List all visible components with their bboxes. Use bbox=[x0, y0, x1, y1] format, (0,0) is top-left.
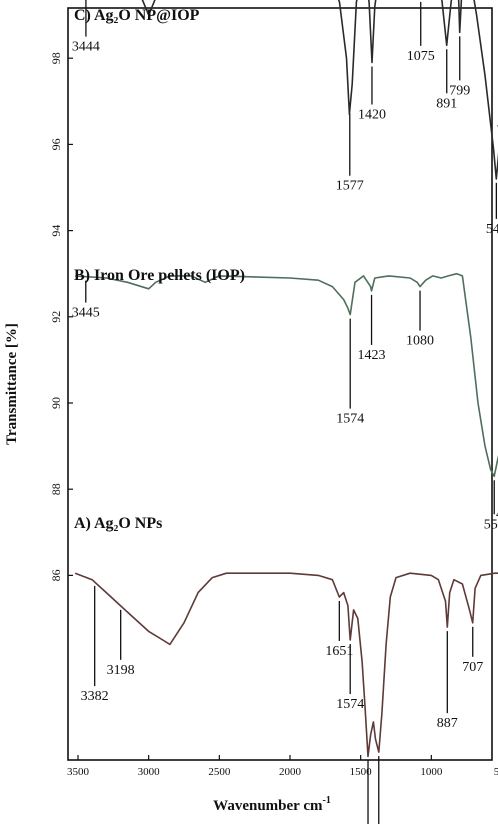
y-tick-label: 94 bbox=[49, 225, 63, 237]
axes: 1009896949290888635003000250020001500100… bbox=[4, 7, 498, 814]
x-tick-label: 1500 bbox=[350, 766, 373, 778]
y-tick-label: 96 bbox=[49, 138, 63, 150]
peak-label: 555 bbox=[484, 517, 498, 532]
peak-labels: 3444157714201075891799540460344515741423… bbox=[72, 0, 498, 824]
y-tick-label: 90 bbox=[49, 397, 63, 409]
peak-label: 1423 bbox=[358, 348, 386, 363]
x-tick-label: 1000 bbox=[420, 766, 443, 778]
x-axis-label-text: Wavenumber cm bbox=[213, 798, 323, 814]
peak-label: 891 bbox=[436, 96, 457, 111]
y-tick-label: 86 bbox=[49, 569, 63, 581]
series-group: C) Ag₂O NP@IOP B) Iron Ore pellets (IOP) A… bbox=[74, 0, 498, 758]
peak-label: 1574 bbox=[336, 697, 364, 712]
peak-label: 540 bbox=[486, 222, 498, 237]
peak-label: 3198 bbox=[107, 663, 135, 678]
series-title: B) Iron Ore pellets (IOP) bbox=[74, 267, 245, 284]
y-tick-label: 88 bbox=[49, 483, 63, 495]
y-axis-label: Transmittance [%] bbox=[4, 323, 20, 445]
x-axis-label: Wavenumber cm-1 bbox=[213, 795, 331, 814]
peak-label: 799 bbox=[449, 83, 470, 98]
peak-label: 1420 bbox=[358, 108, 386, 123]
peak-label: 3444 bbox=[72, 40, 100, 55]
series-line bbox=[141, 0, 498, 180]
peak-label: 3445 bbox=[72, 306, 100, 321]
peak-label: 1577 bbox=[336, 179, 364, 194]
x-tick-label: 3500 bbox=[67, 766, 90, 778]
peak-label: 1651 bbox=[325, 644, 353, 659]
x-tick-label: 3000 bbox=[138, 766, 161, 778]
peak-label: 468 bbox=[496, 507, 498, 522]
x-tick-label: 2500 bbox=[208, 766, 231, 778]
peak-label: 887 bbox=[437, 716, 458, 731]
peak-label: 1574 bbox=[336, 412, 364, 427]
series-line bbox=[75, 272, 498, 478]
x-axis-label-superscript: -1 bbox=[322, 795, 330, 806]
y-tick-label: 98 bbox=[49, 52, 63, 64]
series-title: A) Ag₂O NPs bbox=[74, 515, 162, 532]
peak-label: 1075 bbox=[407, 49, 435, 64]
peak-label: 707 bbox=[462, 660, 483, 675]
plot-frame bbox=[67, 7, 493, 761]
series-title: C) Ag₂O NP@IOP bbox=[74, 7, 200, 24]
y-tick-label: 92 bbox=[49, 311, 63, 323]
x-tick-label: 2000 bbox=[279, 766, 302, 778]
peak-label: 1080 bbox=[406, 334, 434, 349]
series-line bbox=[74, 572, 498, 758]
x-tick-label: 500 bbox=[494, 766, 498, 778]
peak-label: 3382 bbox=[81, 689, 109, 704]
